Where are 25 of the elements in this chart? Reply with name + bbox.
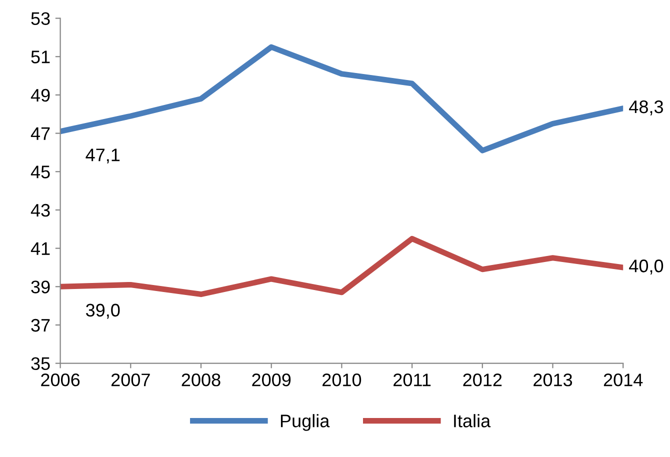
x-tick-label: 2011: [394, 374, 431, 386]
data-label: 48,3: [629, 100, 664, 116]
legend-label: Puglia: [280, 414, 330, 431]
data-label: 40,0: [629, 260, 664, 274]
y-tick-label: 51: [31, 50, 50, 64]
y-tick-label: 43: [30, 204, 50, 217]
y-tick-label: 39: [31, 280, 50, 294]
x-tick-label: 2012: [463, 374, 502, 386]
x-tick-label: 2010: [322, 374, 362, 386]
y-tick-label: 45: [30, 166, 50, 178]
x-tick-label: 2013: [534, 374, 572, 386]
y-tick-label: 47: [30, 127, 50, 140]
legend-label: Italia: [454, 414, 491, 428]
x-tick-label: 2008: [182, 374, 220, 386]
y-tick-label: 53: [31, 12, 50, 25]
y-tick-label: 35: [31, 357, 50, 370]
x-tick-label: 2014: [604, 374, 643, 386]
x-tick-label: 2009: [252, 374, 291, 386]
data-label: 47,1: [86, 148, 120, 164]
y-tick-label: 41: [30, 242, 50, 255]
data-label: 39,0: [86, 304, 120, 319]
x-tick-label: 2006: [41, 374, 80, 386]
y-tick-label: 49: [30, 88, 50, 102]
y-tick-label: 37: [31, 318, 50, 332]
x-tick-label: 2007: [111, 374, 150, 386]
